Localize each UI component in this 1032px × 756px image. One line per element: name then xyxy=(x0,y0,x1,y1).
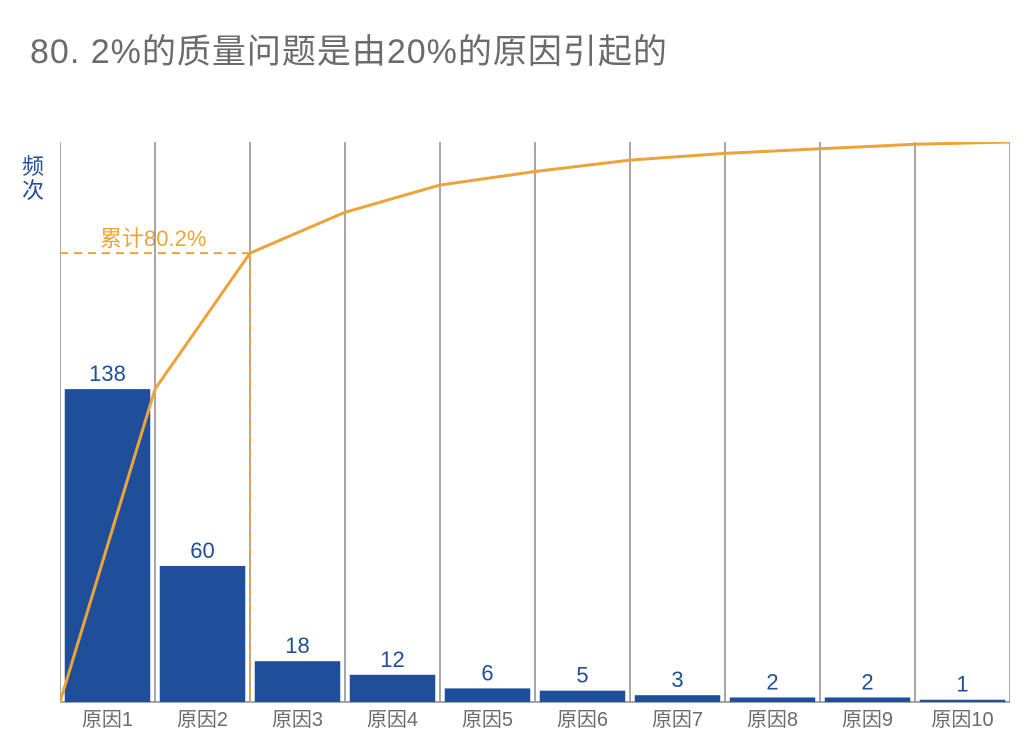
category-label: 原因8 xyxy=(747,709,798,731)
bar-value-label: 2 xyxy=(861,669,873,694)
bar xyxy=(825,697,911,702)
bar xyxy=(920,700,1006,702)
bar xyxy=(635,695,721,702)
bar-value-label: 5 xyxy=(576,663,588,688)
bar-value-label: 2 xyxy=(766,669,778,694)
category-label: 原因3 xyxy=(272,709,323,731)
category-label: 原因9 xyxy=(842,709,893,731)
pareto-chart: 138 原因1 60 原因2 18 原因3 12 原因4 6 原因5 5 原因6 3 原因7 2 原因8 2 原因… xyxy=(60,142,1010,732)
bar-value-label: 18 xyxy=(285,633,309,658)
bar-value-label: 60 xyxy=(190,538,214,563)
bar-value-label: 138 xyxy=(89,361,126,386)
bar xyxy=(350,675,436,702)
category-label: 原因5 xyxy=(462,709,513,731)
bar-value-label: 12 xyxy=(380,647,404,672)
bar xyxy=(445,688,531,702)
category-label: 原因4 xyxy=(367,709,418,731)
bar xyxy=(160,566,246,702)
bar xyxy=(255,661,341,702)
category-label: 原因10 xyxy=(931,709,993,731)
bar xyxy=(540,691,626,702)
chart-title: 80. 2%的质量问题是由20%的原因引起的 xyxy=(30,24,668,73)
category-label: 原因7 xyxy=(652,709,703,731)
bar-value-label: 6 xyxy=(481,660,493,685)
category-label: 原因6 xyxy=(557,709,608,731)
category-label: 原因1 xyxy=(82,709,133,731)
category-label: 原因2 xyxy=(177,709,228,731)
y-axis-label: 频次 xyxy=(22,155,48,203)
bar-value-label: 1 xyxy=(956,672,968,697)
bar xyxy=(730,697,816,702)
bar-value-label: 3 xyxy=(671,667,683,692)
